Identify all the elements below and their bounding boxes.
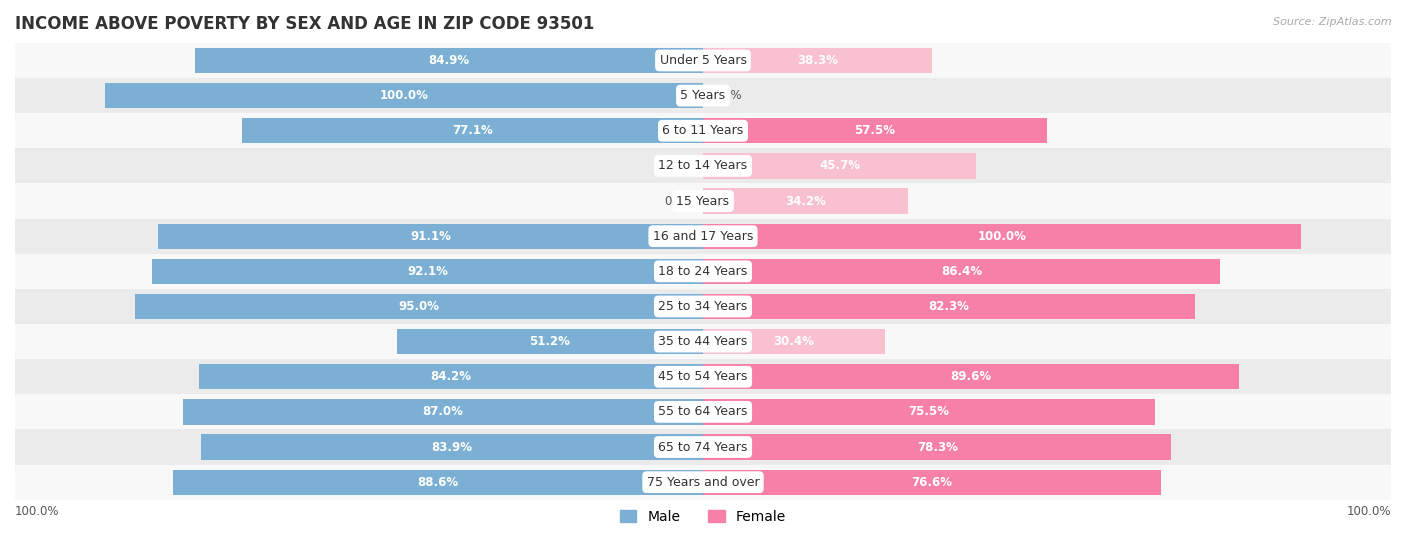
Text: 75 Years and over: 75 Years and over (647, 476, 759, 489)
Text: 34.2%: 34.2% (785, 195, 825, 207)
Bar (703, 153, 976, 178)
Text: 0.0%: 0.0% (665, 195, 695, 207)
Text: 100.0%: 100.0% (1347, 505, 1391, 518)
Bar (703, 224, 1302, 249)
Text: 100.0%: 100.0% (15, 505, 59, 518)
Bar (703, 294, 1195, 319)
Text: 45.7%: 45.7% (820, 159, 860, 172)
Bar (703, 329, 884, 354)
Text: Source: ZipAtlas.com: Source: ZipAtlas.com (1274, 17, 1392, 27)
Bar (15, 359, 1391, 394)
Bar (15, 78, 1391, 113)
Text: 30.4%: 30.4% (773, 335, 814, 348)
Bar (152, 259, 703, 284)
Text: Under 5 Years: Under 5 Years (659, 54, 747, 67)
Bar (15, 254, 1391, 289)
Text: 25 to 34 Years: 25 to 34 Years (658, 300, 748, 313)
Text: 83.9%: 83.9% (432, 440, 472, 453)
Text: 87.0%: 87.0% (422, 405, 463, 418)
Legend: Male, Female: Male, Female (614, 504, 792, 529)
Bar (15, 219, 1391, 254)
Text: 86.4%: 86.4% (941, 265, 981, 278)
Bar (703, 434, 1171, 459)
Text: 18 to 24 Years: 18 to 24 Years (658, 265, 748, 278)
Bar (183, 399, 703, 424)
Bar (703, 118, 1047, 144)
Text: 35 to 44 Years: 35 to 44 Years (658, 335, 748, 348)
Text: 84.2%: 84.2% (430, 370, 471, 383)
Text: 92.1%: 92.1% (408, 265, 449, 278)
Bar (15, 148, 1391, 183)
Bar (15, 324, 1391, 359)
Bar (703, 364, 1239, 390)
Bar (242, 118, 703, 144)
Text: 55 to 64 Years: 55 to 64 Years (658, 405, 748, 418)
Text: 89.6%: 89.6% (950, 370, 991, 383)
Text: INCOME ABOVE POVERTY BY SEX AND AGE IN ZIP CODE 93501: INCOME ABOVE POVERTY BY SEX AND AGE IN Z… (15, 15, 595, 33)
Text: 100.0%: 100.0% (977, 230, 1026, 243)
Bar (15, 183, 1391, 219)
Text: 0.0%: 0.0% (665, 159, 695, 172)
Text: 12 to 14 Years: 12 to 14 Years (658, 159, 748, 172)
Bar (15, 465, 1391, 500)
Text: 45 to 54 Years: 45 to 54 Years (658, 370, 748, 383)
Bar (703, 259, 1220, 284)
Text: 95.0%: 95.0% (398, 300, 439, 313)
Bar (201, 434, 703, 459)
Bar (15, 289, 1391, 324)
Text: 100.0%: 100.0% (380, 89, 429, 102)
Bar (15, 113, 1391, 148)
Text: 0.0%: 0.0% (711, 89, 741, 102)
Text: 78.3%: 78.3% (917, 440, 957, 453)
Text: 38.3%: 38.3% (797, 54, 838, 67)
Bar (157, 224, 703, 249)
Bar (200, 364, 703, 390)
Text: 5 Years: 5 Years (681, 89, 725, 102)
Text: 65 to 74 Years: 65 to 74 Years (658, 440, 748, 453)
Text: 51.2%: 51.2% (530, 335, 571, 348)
Text: 82.3%: 82.3% (929, 300, 970, 313)
Bar (173, 470, 703, 495)
Text: 15 Years: 15 Years (676, 195, 730, 207)
Bar (703, 48, 932, 73)
Bar (703, 399, 1154, 424)
Bar (703, 470, 1161, 495)
Bar (15, 43, 1391, 78)
Bar (15, 394, 1391, 429)
Bar (135, 294, 703, 319)
Bar (195, 48, 703, 73)
Text: 91.1%: 91.1% (411, 230, 451, 243)
Text: 75.5%: 75.5% (908, 405, 949, 418)
Bar (15, 429, 1391, 465)
Text: 88.6%: 88.6% (418, 476, 458, 489)
Text: 77.1%: 77.1% (451, 124, 492, 138)
Text: 76.6%: 76.6% (911, 476, 953, 489)
Text: 16 and 17 Years: 16 and 17 Years (652, 230, 754, 243)
Bar (104, 83, 703, 108)
Text: 57.5%: 57.5% (855, 124, 896, 138)
Bar (396, 329, 703, 354)
Text: 84.9%: 84.9% (429, 54, 470, 67)
Bar (703, 188, 908, 214)
Text: 6 to 11 Years: 6 to 11 Years (662, 124, 744, 138)
